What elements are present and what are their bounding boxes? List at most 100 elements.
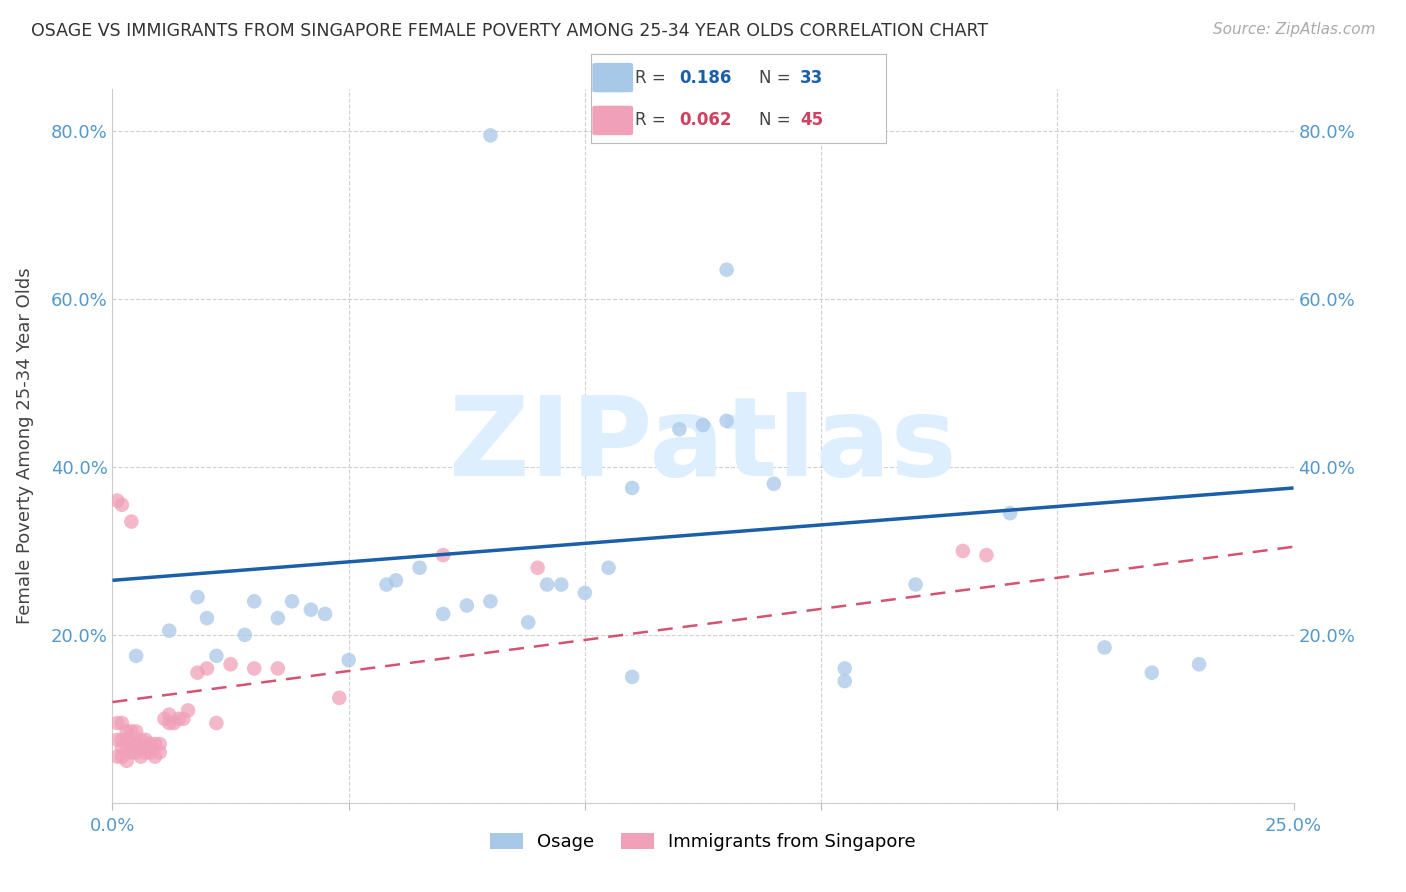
Point [621,481,644,495]
Point [267,611,290,625]
Point [267,661,290,675]
Point [375,577,398,591]
Point [111,716,134,731]
Point [762,476,785,491]
Point [163,716,186,731]
Point [111,498,134,512]
Point [314,607,336,621]
FancyBboxPatch shape [592,105,633,136]
Point [149,737,172,751]
Point [195,611,218,625]
Point [456,599,478,613]
Point [1188,657,1211,672]
Point [153,712,176,726]
Text: R =: R = [636,112,671,129]
Point [115,724,138,739]
Point [143,749,166,764]
Point [139,746,162,760]
Point [195,661,218,675]
Point [952,544,974,558]
Point [120,515,142,529]
Point [120,737,142,751]
Point [479,594,502,608]
Text: 45: 45 [800,112,824,129]
Point [177,703,200,717]
Point [281,594,304,608]
Point [149,746,172,760]
Point [129,741,152,756]
Point [111,741,134,756]
Point [125,746,148,760]
Point [111,749,134,764]
Text: Source: ZipAtlas.com: Source: ZipAtlas.com [1212,22,1375,37]
Point [976,548,998,562]
Text: N =: N = [759,69,796,87]
Point [105,493,128,508]
Point [120,724,142,739]
Point [536,577,558,591]
Point [172,712,194,726]
Text: 0.062: 0.062 [679,112,731,129]
Point [125,724,148,739]
Y-axis label: Female Poverty Among 25-34 Year Olds: Female Poverty Among 25-34 Year Olds [15,268,34,624]
Point [328,690,350,705]
Point [115,741,138,756]
Point [408,560,430,574]
Point [243,661,266,675]
Point [337,653,360,667]
Point [115,754,138,768]
Point [243,594,266,608]
Point [143,737,166,751]
Point [479,128,502,143]
Point [834,674,856,689]
Point [598,560,620,574]
Point [432,548,454,562]
Point [105,732,128,747]
Point [385,574,408,588]
Point [105,749,128,764]
Point [834,661,856,675]
Point [186,665,208,680]
Text: OSAGE VS IMMIGRANTS FROM SINGAPORE FEMALE POVERTY AMONG 25-34 YEAR OLDS CORRELAT: OSAGE VS IMMIGRANTS FROM SINGAPORE FEMAL… [31,22,988,40]
Point [219,657,242,672]
Point [129,732,152,747]
Legend: Osage, Immigrants from Singapore: Osage, Immigrants from Singapore [482,825,924,858]
Point [135,746,157,760]
Point [904,577,927,591]
Point [205,716,228,731]
FancyBboxPatch shape [592,62,633,93]
Point [432,607,454,621]
Text: R =: R = [636,69,671,87]
Text: 33: 33 [800,69,824,87]
Point [526,560,548,574]
Point [1140,665,1163,680]
Point [139,737,162,751]
Point [115,732,138,747]
Point [1094,640,1116,655]
Point [120,746,142,760]
Point [205,648,228,663]
Point [550,577,572,591]
Point [233,628,256,642]
Point [129,749,152,764]
Point [125,737,148,751]
Point [105,716,128,731]
Point [517,615,540,630]
Point [668,422,690,436]
Point [621,670,644,684]
Point [125,648,148,663]
Point [299,603,322,617]
Point [111,732,134,747]
Point [998,506,1021,520]
Text: N =: N = [759,112,796,129]
Point [135,732,157,747]
Text: ZIPatlas: ZIPatlas [449,392,957,500]
Point [692,417,714,432]
Point [167,712,190,726]
Point [157,624,180,638]
Point [716,262,738,277]
Point [716,414,738,428]
Point [186,590,208,604]
Point [157,716,180,731]
Point [157,707,180,722]
